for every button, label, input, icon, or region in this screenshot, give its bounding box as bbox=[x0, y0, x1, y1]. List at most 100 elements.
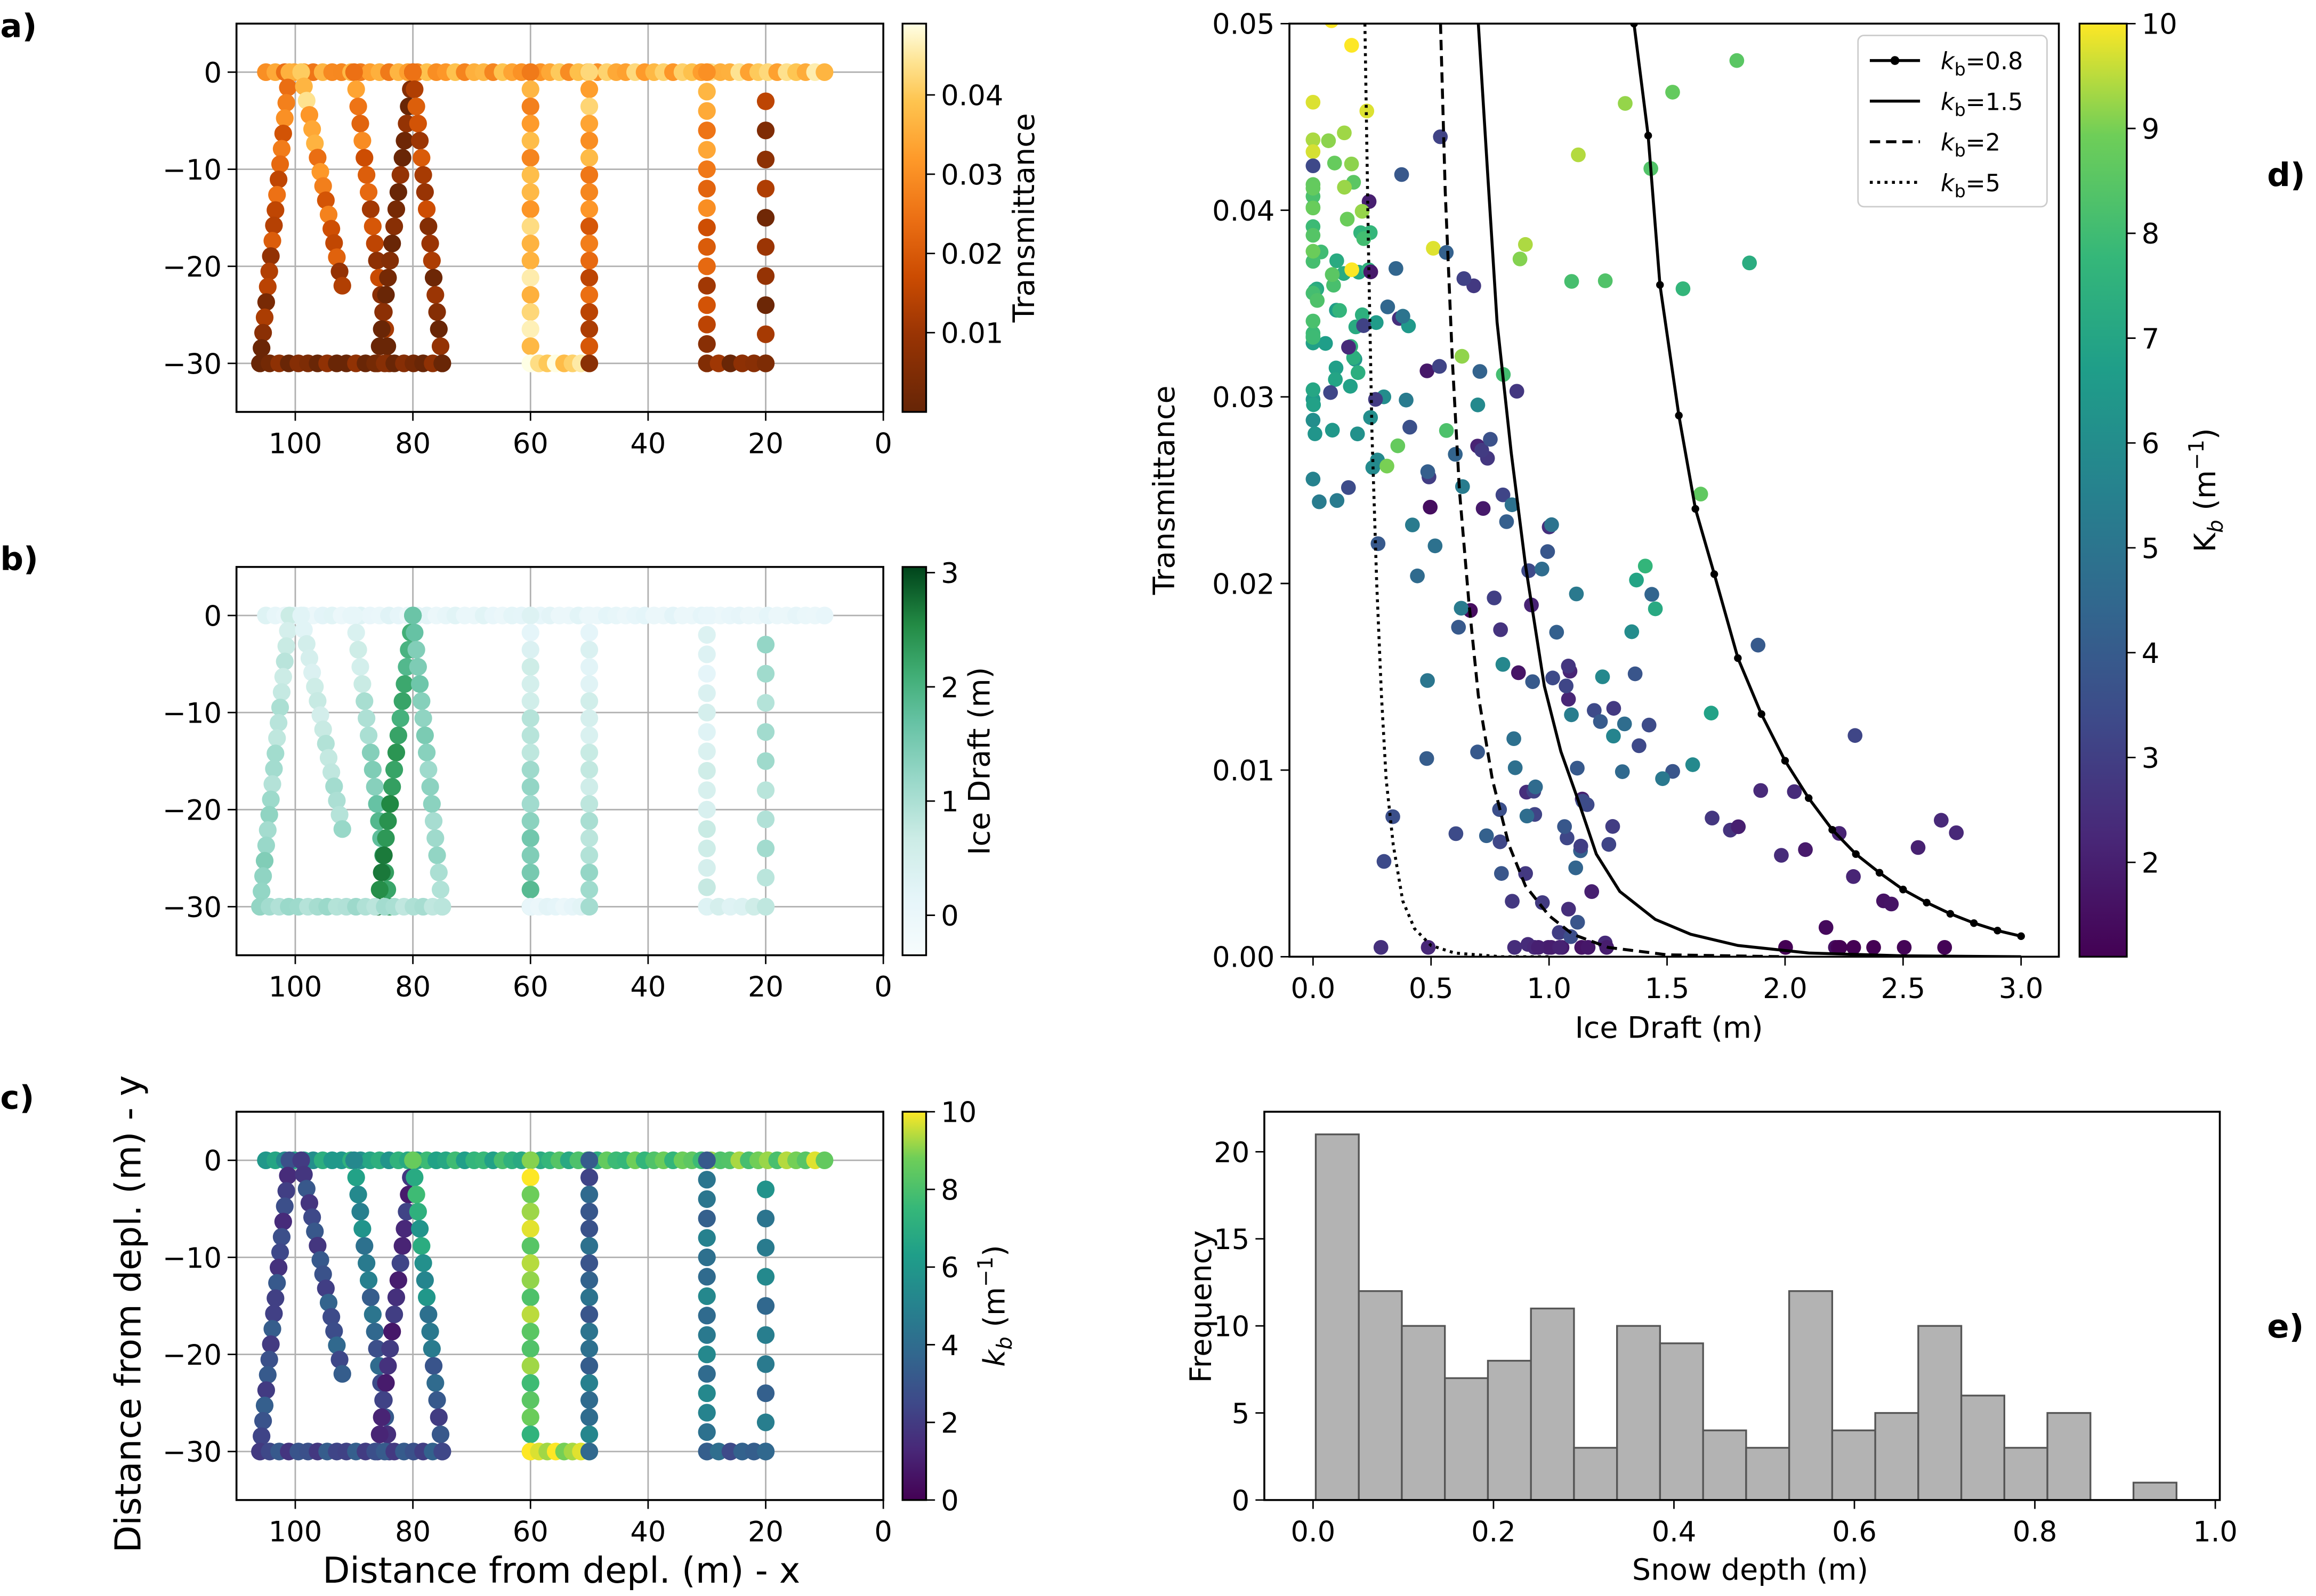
data-point bbox=[347, 623, 365, 642]
data-point bbox=[428, 1391, 446, 1409]
x-tick-label: 0.5 bbox=[1409, 973, 1454, 1005]
data-point bbox=[1606, 728, 1621, 744]
y-tick-label: 20 bbox=[1214, 1137, 1249, 1169]
histogram-bar bbox=[1616, 1325, 1661, 1500]
data-point bbox=[1420, 464, 1435, 479]
data-point bbox=[345, 1151, 363, 1169]
data-point bbox=[756, 665, 775, 683]
data-point bbox=[1665, 85, 1680, 100]
data-point bbox=[430, 1408, 448, 1427]
data-point bbox=[364, 760, 382, 779]
data-point bbox=[1846, 869, 1861, 884]
data-point bbox=[1561, 659, 1576, 674]
data-point bbox=[325, 1322, 343, 1340]
legend-value: =1.5 bbox=[1966, 88, 2023, 116]
y-axis-label: Frequency bbox=[1184, 1230, 1218, 1383]
data-point bbox=[580, 80, 599, 99]
data-point bbox=[297, 92, 316, 110]
data-point bbox=[413, 1237, 431, 1255]
data-point bbox=[361, 743, 380, 761]
data-point bbox=[1818, 920, 1834, 935]
x-tick-label: 0.0 bbox=[1291, 1516, 1336, 1548]
y-axis-label: Transmittance bbox=[1148, 385, 1182, 595]
data-point bbox=[361, 200, 380, 218]
data-point bbox=[268, 729, 286, 747]
data-point bbox=[274, 668, 292, 686]
plot-area-e bbox=[1314, 1133, 2177, 1500]
data-point bbox=[276, 652, 294, 670]
curve-marker bbox=[1675, 411, 1683, 419]
histogram-bar bbox=[1358, 1290, 1403, 1500]
data-point bbox=[1704, 706, 1719, 720]
data-point bbox=[295, 621, 313, 639]
data-point bbox=[349, 98, 367, 116]
data-point bbox=[311, 706, 329, 724]
data-point bbox=[303, 1208, 321, 1226]
data-point bbox=[259, 1366, 277, 1384]
colorbar-label-symbol: k bbox=[978, 1349, 1012, 1367]
data-point bbox=[1421, 939, 1436, 955]
histogram-bar bbox=[1874, 1412, 1919, 1500]
data-point bbox=[1750, 637, 1766, 653]
data-point bbox=[1474, 443, 1489, 458]
data-point bbox=[1531, 939, 1546, 955]
data-point bbox=[1897, 939, 1912, 955]
data-point bbox=[521, 1408, 539, 1427]
data-point bbox=[580, 1357, 599, 1375]
y-tick-label: 0 bbox=[204, 57, 221, 90]
data-point bbox=[698, 238, 716, 256]
data-point bbox=[756, 897, 775, 916]
data-point bbox=[322, 1308, 341, 1326]
data-point bbox=[393, 149, 411, 167]
data-point bbox=[698, 1287, 716, 1305]
data-point bbox=[756, 1355, 775, 1373]
data-point bbox=[1359, 103, 1375, 119]
data-point bbox=[272, 1228, 291, 1246]
y-tick-label: 15 bbox=[1214, 1224, 1249, 1256]
data-point bbox=[1448, 826, 1464, 841]
data-point bbox=[1405, 517, 1420, 532]
data-point bbox=[267, 744, 285, 763]
data-point bbox=[428, 303, 446, 321]
colorbar-tick-label: 0 bbox=[941, 900, 958, 933]
colorbar-tick-label: 2 bbox=[941, 671, 958, 704]
data-point bbox=[303, 663, 321, 682]
data-point bbox=[521, 115, 539, 133]
data-point bbox=[262, 247, 280, 265]
data-point bbox=[370, 1425, 389, 1444]
plot-area-a bbox=[251, 63, 834, 372]
y-tick-label: −10 bbox=[163, 1242, 222, 1275]
data-point bbox=[1597, 273, 1613, 288]
data-point bbox=[426, 286, 445, 304]
panel-label-a: a) bbox=[0, 7, 37, 45]
panel-e: 0.0 0.2 0.4 0.6 0.8 1.0 0 5 10 15 20 Snow depth (m)… bbox=[1184, 1111, 2238, 1587]
data-point bbox=[428, 846, 446, 864]
legend-subscript: b bbox=[1955, 140, 1966, 161]
data-point bbox=[1455, 479, 1470, 494]
data-point bbox=[521, 1254, 539, 1272]
colorbar-tick-label: 0 bbox=[941, 1485, 958, 1517]
data-point bbox=[377, 286, 395, 304]
data-point bbox=[262, 1335, 280, 1354]
curve-marker bbox=[1734, 654, 1742, 662]
data-point bbox=[325, 777, 343, 796]
y-tick-label: 5 bbox=[1232, 1398, 1249, 1430]
data-point bbox=[279, 622, 297, 640]
x-tick-label: 0.6 bbox=[1832, 1516, 1877, 1548]
model-curve-kb5 bbox=[1363, 23, 1550, 957]
data-point bbox=[330, 806, 349, 824]
axes-frame bbox=[1288, 22, 2060, 958]
data-point bbox=[521, 286, 539, 304]
data-point bbox=[1487, 590, 1502, 605]
data-point bbox=[255, 852, 274, 870]
data-point bbox=[698, 1346, 716, 1364]
data-point bbox=[580, 709, 599, 727]
y-tick-label: 0.05 bbox=[1212, 9, 1274, 41]
data-point bbox=[423, 795, 441, 813]
data-point bbox=[580, 897, 599, 916]
histogram-bar bbox=[1573, 1447, 1618, 1500]
x-tick-label: 20 bbox=[748, 1516, 784, 1548]
colorbar-gradient-bar bbox=[901, 566, 927, 957]
x-tick-label: 80 bbox=[395, 1516, 431, 1548]
data-point bbox=[1563, 929, 1578, 944]
